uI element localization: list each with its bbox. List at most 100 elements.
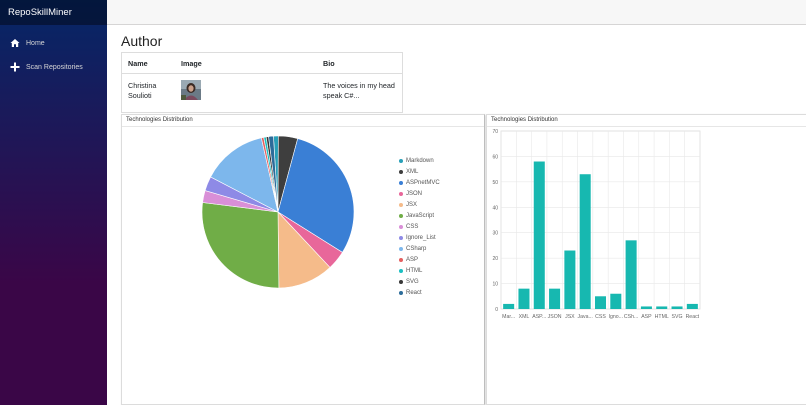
legend-swatch bbox=[399, 246, 403, 251]
panel-divider bbox=[122, 126, 484, 127]
x-tick-label: CSS bbox=[595, 314, 606, 320]
bar-svg[interactable] bbox=[671, 306, 683, 309]
x-tick-label: SVG bbox=[672, 314, 683, 320]
legend-label: ASPnetMVC bbox=[406, 179, 440, 186]
legend-swatch bbox=[399, 180, 403, 185]
legend-swatch bbox=[399, 290, 403, 295]
x-tick-label: XML bbox=[519, 314, 530, 320]
bar-chart: 0 10 20 30 40 50 60 70 Mar... XML ASP... JSON JSX Jav… bbox=[492, 129, 701, 320]
bar-react[interactable] bbox=[686, 303, 698, 309]
x-tick-label: Mar... bbox=[502, 314, 515, 320]
legend-label: JSX bbox=[406, 201, 418, 208]
plus-icon bbox=[10, 62, 20, 72]
avatar bbox=[181, 80, 201, 100]
x-tick-label: HTML bbox=[655, 314, 669, 320]
table-divider bbox=[122, 73, 402, 74]
y-tick-label: 20 bbox=[492, 256, 498, 262]
legend-swatch bbox=[399, 224, 403, 229]
legend-item-html[interactable]: HTML bbox=[399, 265, 440, 276]
pie-chart bbox=[201, 135, 355, 289]
legend-label: SVG bbox=[406, 278, 419, 285]
legend-swatch bbox=[399, 158, 403, 163]
legend-label: XML bbox=[406, 168, 419, 175]
author-first-name: Christina bbox=[128, 81, 157, 90]
legend-swatch bbox=[399, 279, 403, 284]
bar-markdown[interactable] bbox=[503, 303, 515, 309]
bar-html[interactable] bbox=[656, 306, 668, 309]
y-tick-label: 60 bbox=[492, 154, 498, 160]
pie-chart-panel: Technologies Distribution Markdown XML ASP… bbox=[121, 114, 485, 405]
bar-css[interactable] bbox=[594, 296, 607, 309]
legend-label: React bbox=[406, 289, 422, 296]
y-tick-label: 30 bbox=[492, 231, 498, 237]
x-tick-label: ASP bbox=[641, 314, 652, 320]
y-tick-label: 0 bbox=[495, 307, 498, 313]
bar-chart-title: Technologies Distribution bbox=[491, 117, 558, 123]
author-table: Name Image Bio Christina Soulioti The vo… bbox=[121, 52, 403, 113]
sidebar-item-scan-repositories[interactable]: Scan Repositories bbox=[6, 58, 101, 76]
legend-item-ignore-list[interactable]: Ignore_List bbox=[399, 232, 440, 243]
sidebar-item-label: Scan Repositories bbox=[26, 63, 83, 71]
pie-slice-csharp[interactable] bbox=[210, 137, 279, 213]
legend-item-react[interactable]: React bbox=[399, 287, 440, 298]
pie-slice-react[interactable] bbox=[268, 135, 279, 213]
sidebar-item-home[interactable]: Home bbox=[6, 34, 101, 52]
legend-label: JavaScript bbox=[406, 212, 435, 219]
legend-item-javascript[interactable]: JavaScript bbox=[399, 210, 440, 221]
legend-item-markdown[interactable]: Markdown bbox=[399, 155, 440, 166]
bar-xml[interactable] bbox=[518, 288, 530, 309]
bar-javascript[interactable] bbox=[579, 174, 591, 309]
bar-jsx[interactable] bbox=[564, 250, 576, 309]
bar-ignore-list[interactable] bbox=[610, 293, 622, 309]
legend-item-asp[interactable]: ASP bbox=[399, 254, 440, 265]
legend-label: JSON bbox=[406, 190, 423, 197]
x-tick-label: Java... bbox=[578, 314, 593, 320]
legend-label: Ignore_List bbox=[406, 234, 436, 241]
x-tick-label: JSON bbox=[548, 314, 562, 320]
pie-slice-javascript[interactable] bbox=[201, 202, 280, 289]
legend-swatch bbox=[399, 257, 403, 262]
legend-swatch bbox=[399, 268, 403, 273]
legend-label: Markdown bbox=[406, 157, 434, 164]
legend-item-jsx[interactable]: JSX bbox=[399, 199, 440, 210]
column-header-image: Image bbox=[181, 59, 202, 68]
x-tick-label: JSX bbox=[565, 314, 575, 320]
author-name: Christina Soulioti bbox=[128, 81, 156, 101]
legend-item-csharp[interactable]: CSharp bbox=[399, 243, 440, 254]
sidebar: RepoSkillMiner Home Scan Repositories bbox=[0, 0, 107, 405]
legend-swatch bbox=[399, 191, 403, 196]
column-header-bio: Bio bbox=[323, 59, 335, 68]
panel-divider bbox=[487, 126, 806, 127]
legend-item-json[interactable]: JSON bbox=[399, 188, 440, 199]
legend-label: HTML bbox=[406, 267, 423, 274]
legend-item-aspnetmvc[interactable]: ASPnetMVC bbox=[399, 177, 440, 188]
legend-label: CSharp bbox=[406, 245, 427, 252]
author-bio-line: speak C#... bbox=[323, 91, 360, 100]
home-icon bbox=[10, 39, 20, 47]
legend-item-svg[interactable]: SVG bbox=[399, 276, 440, 287]
legend-item-xml[interactable]: XML bbox=[399, 166, 440, 177]
pie-chart-title: Technologies Distribution bbox=[126, 117, 193, 123]
bar-aspnetmvc[interactable] bbox=[533, 161, 545, 309]
author-bio: The voices in my head speak C#... bbox=[323, 81, 395, 101]
legend-swatch bbox=[399, 169, 403, 174]
x-tick-label: CSh... bbox=[624, 314, 638, 320]
legend-swatch bbox=[399, 235, 403, 240]
bar-asp[interactable] bbox=[640, 306, 652, 309]
bar-csharp[interactable] bbox=[625, 240, 637, 309]
bar-chart-panel: Technologies Distribution 0 10 20 30 40 50 60 7… bbox=[486, 114, 806, 405]
pie-legend: Markdown XML ASPnetMVC JSON JSX JavaScript CSS… bbox=[399, 155, 440, 298]
sidebar-item-label: Home bbox=[26, 39, 45, 47]
brand-title[interactable]: RepoSkillMiner bbox=[0, 0, 107, 25]
top-row bbox=[107, 0, 806, 25]
y-tick-label: 50 bbox=[492, 180, 498, 186]
y-tick-label: 70 bbox=[492, 129, 498, 135]
legend-label: CSS bbox=[406, 223, 419, 230]
y-tick-label: 10 bbox=[492, 282, 498, 288]
legend-swatch bbox=[399, 202, 403, 207]
bar-json[interactable] bbox=[549, 288, 561, 309]
legend-label: ASP bbox=[406, 256, 419, 263]
y-tick-label: 40 bbox=[492, 205, 498, 211]
pie-slice-aspnetmvc[interactable] bbox=[277, 138, 355, 253]
legend-item-css[interactable]: CSS bbox=[399, 221, 440, 232]
